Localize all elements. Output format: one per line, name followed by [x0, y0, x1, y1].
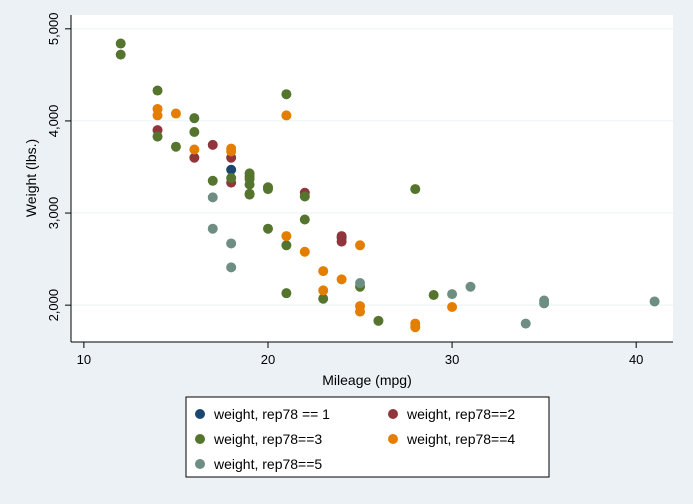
- data-point: [226, 164, 237, 175]
- data-point: [299, 191, 310, 202]
- data-point: [152, 85, 163, 96]
- data-point: [170, 141, 181, 152]
- legend: weight, rep78 == 1 weight, rep78==2 weight…: [185, 396, 550, 478]
- data-point: [410, 322, 421, 333]
- legend-marker: [195, 434, 205, 444]
- data-point: [520, 318, 531, 329]
- y-tick-label: 3,000: [46, 197, 61, 230]
- x-tick-label: 30: [445, 352, 459, 367]
- data-point: [115, 49, 126, 60]
- data-point: [281, 231, 292, 242]
- data-point: [152, 131, 163, 142]
- data-point: [299, 246, 310, 257]
- data-point: [244, 188, 255, 199]
- data-point: [318, 285, 329, 296]
- axes: [70, 15, 673, 343]
- plot-region: [71, 15, 673, 342]
- x-axis-title: Mileage (mpg): [322, 372, 411, 388]
- data-point: [281, 89, 292, 100]
- x-tick-label: 10: [77, 352, 91, 367]
- data-point: [262, 223, 273, 234]
- data-point: [244, 179, 255, 190]
- legend-label: weight, rep78==5: [213, 456, 322, 472]
- data-point: [189, 113, 200, 124]
- data-points: [115, 38, 660, 333]
- data-point: [410, 184, 421, 195]
- data-point: [447, 301, 458, 312]
- data-point: [226, 238, 237, 249]
- legend-marker: [388, 409, 398, 419]
- data-point: [189, 152, 200, 163]
- data-point: [226, 146, 237, 157]
- data-point: [281, 110, 292, 121]
- data-point: [115, 38, 126, 49]
- data-point: [226, 173, 237, 184]
- legend-items: weight, rep78 == 1 weight, rep78==2 weight…: [195, 406, 515, 472]
- data-point: [318, 266, 329, 277]
- grid-lines: [71, 28, 673, 306]
- y-tick-label: 2,000: [46, 289, 61, 322]
- legend-label: weight, rep78 == 1: [213, 406, 330, 422]
- legend-label: weight, rep78==4: [406, 431, 515, 447]
- data-point: [281, 240, 292, 251]
- data-point: [152, 110, 163, 121]
- data-point: [207, 175, 218, 186]
- y-axis-title: Weight (lbs.): [23, 139, 39, 217]
- legend-marker: [195, 409, 205, 419]
- data-point: [355, 278, 366, 289]
- data-point: [539, 298, 550, 309]
- legend-marker: [195, 459, 205, 469]
- data-point: [465, 281, 476, 292]
- legend-label: weight, rep78==2: [406, 406, 515, 422]
- data-point: [649, 296, 660, 307]
- data-point: [447, 289, 458, 300]
- legend-marker: [388, 434, 398, 444]
- data-point: [189, 144, 200, 155]
- data-point: [318, 293, 329, 304]
- data-point: [299, 214, 310, 225]
- data-point: [207, 192, 218, 203]
- data-point: [262, 184, 273, 195]
- data-point: [207, 139, 218, 150]
- data-point: [226, 262, 237, 273]
- data-point: [428, 290, 439, 301]
- data-point: [336, 236, 347, 247]
- y-tick-label: 5,000: [46, 13, 61, 46]
- y-tick-label: 4,000: [46, 105, 61, 138]
- data-point: [207, 223, 218, 234]
- data-point: [281, 288, 292, 299]
- data-point: [373, 315, 384, 326]
- legend-box: [185, 396, 550, 478]
- data-point: [170, 108, 181, 119]
- ticks: 2,000 3,000 4,000 5,000 10 20 30 40: [46, 13, 643, 367]
- data-point: [189, 126, 200, 137]
- data-point: [336, 274, 347, 285]
- legend-label: weight, rep78==3: [213, 431, 322, 447]
- data-point: [355, 240, 366, 251]
- data-point: [355, 306, 366, 317]
- x-tick-label: 40: [629, 352, 643, 367]
- x-tick-label: 20: [261, 352, 275, 367]
